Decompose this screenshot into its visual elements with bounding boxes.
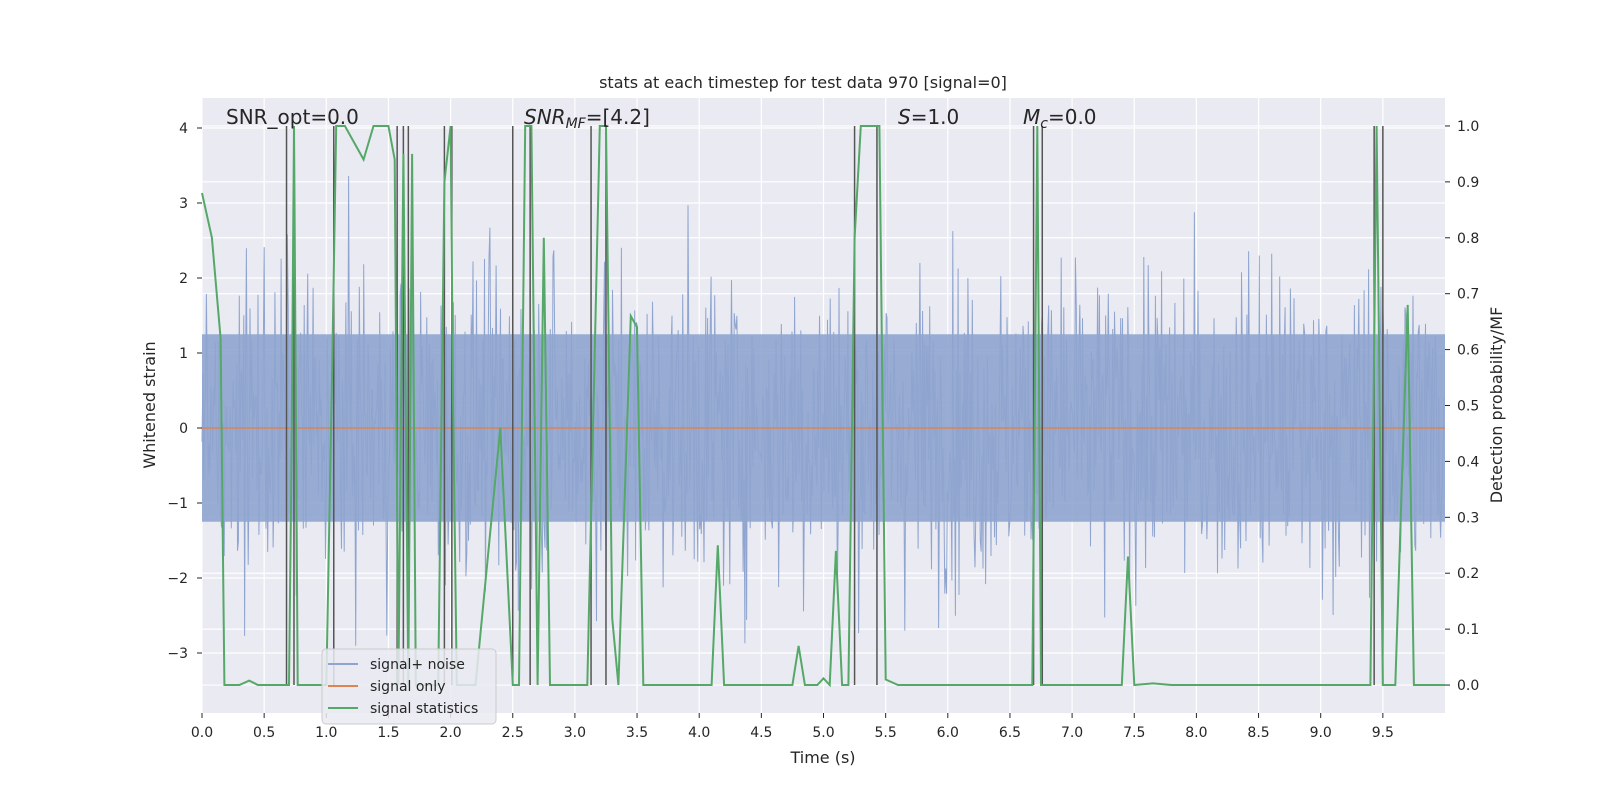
x-axis-label: Time (s) xyxy=(789,748,855,767)
x-tick-label: 4.0 xyxy=(688,725,710,741)
x-tick-label: 3.0 xyxy=(564,725,586,741)
x-tick-label: 7.0 xyxy=(1061,725,1083,741)
y-right-tick-label: 0.9 xyxy=(1457,175,1479,191)
x-tick-label: 9.5 xyxy=(1372,725,1394,741)
y-left-tick-label: 2 xyxy=(179,271,188,287)
annotation-s: S=1.0 xyxy=(898,105,959,129)
annotation-mc: Mc=0.0 xyxy=(1023,105,1097,132)
annotation-snr-mf-name: SNR xyxy=(524,105,566,129)
x-tick-label: 3.5 xyxy=(626,725,648,741)
y-right-tick-label: 0.1 xyxy=(1457,622,1479,638)
signal-statistics-line xyxy=(201,125,1445,688)
annotation-s-name: S xyxy=(898,105,911,129)
y-right-tick-label: 0.6 xyxy=(1457,343,1479,359)
noise-trace xyxy=(201,175,1446,651)
legend: signal+ noise signal only signal statist… xyxy=(321,648,497,725)
annotation-snr-mf: SNRMF=[4.2] xyxy=(524,105,650,132)
annotation-mc-name: M xyxy=(1023,105,1040,129)
x-tick-label: 4.5 xyxy=(750,725,772,741)
y-left-tick-label: 3 xyxy=(179,196,188,212)
y-right-tick-label: 0.5 xyxy=(1457,399,1479,415)
x-tick-label: 8.5 xyxy=(1247,725,1269,741)
y-left-axis-label: Whitened strain xyxy=(140,341,159,468)
y-right-axis-ticks: 0.0 0.1 0.2 0.3 0.4 0.5 0.6 0.7 0.8 0.9 1.0 xyxy=(1445,119,1479,694)
x-tick-label: 8.0 xyxy=(1185,725,1207,741)
x-axis-ticks: 0.0 0.5 1.0 1.5 2.0 2.5 3.0 3.5 4.0 4.5 5.0 5.5 6.0 6… xyxy=(191,713,1394,741)
annotation-mc-value: =0.0 xyxy=(1048,105,1097,129)
chart-title: stats at each timestep for test data 970… xyxy=(599,73,1007,92)
x-tick-label: 0.5 xyxy=(253,725,275,741)
x-tick-label: 5.5 xyxy=(875,725,897,741)
legend-label-signal-plus-noise: signal+ noise xyxy=(370,657,465,673)
y-right-tick-label: 1.0 xyxy=(1457,119,1479,135)
y-left-tick-label: 1 xyxy=(179,346,188,362)
x-tick-label: 1.0 xyxy=(315,725,337,741)
y-left-axis-ticks: −3 −2 −1 0 1 2 3 4 xyxy=(167,121,202,662)
y-left-tick-label: 0 xyxy=(179,421,188,437)
x-tick-label: 1.5 xyxy=(377,725,399,741)
y-right-axis-label: Detection probability/MF xyxy=(1487,307,1506,504)
x-tick-label: 0.0 xyxy=(191,725,213,741)
legend-label-signal-statistics: signal statistics xyxy=(370,701,478,717)
x-tick-label: 6.0 xyxy=(937,725,959,741)
y-right-tick-label: 0.8 xyxy=(1457,231,1479,247)
x-tick-label: 7.5 xyxy=(1123,725,1145,741)
annotation-snr-opt: SNR_opt=0.0 xyxy=(226,105,359,129)
annotation-s-value: =1.0 xyxy=(911,105,960,129)
x-tick-label: 5.0 xyxy=(812,725,834,741)
x-tick-label: 9.0 xyxy=(1310,725,1332,741)
x-tick-label: 2.5 xyxy=(502,725,524,741)
annotation-mc-subscript: c xyxy=(1040,116,1048,132)
y-left-tick-label: 4 xyxy=(179,121,188,137)
y-right-tick-label: 0.4 xyxy=(1457,454,1479,470)
series-signal-statistics xyxy=(201,125,1445,688)
y-right-tick-label: 0.7 xyxy=(1457,287,1479,303)
y-left-tick-label: −3 xyxy=(167,646,188,662)
legend-box xyxy=(321,648,497,725)
y-left-tick-label: −2 xyxy=(167,571,188,587)
annotation-snr-mf-value: =[4.2] xyxy=(586,105,650,129)
x-tick-label: 6.5 xyxy=(999,725,1021,741)
annotation-snr-mf-subscript: MF xyxy=(566,116,587,132)
annotations: SNR_opt=0.0 SNRMF=[4.2] S=1.0 Mc=0.0 xyxy=(226,105,1097,132)
y-right-tick-label: 0.2 xyxy=(1457,566,1479,582)
x-tick-label: 2.0 xyxy=(439,725,461,741)
y-right-tick-label: 0.3 xyxy=(1457,510,1479,526)
y-left-tick-label: −1 xyxy=(167,496,188,512)
legend-label-signal-only: signal only xyxy=(370,679,445,695)
y-right-tick-label: 0.0 xyxy=(1457,678,1479,694)
